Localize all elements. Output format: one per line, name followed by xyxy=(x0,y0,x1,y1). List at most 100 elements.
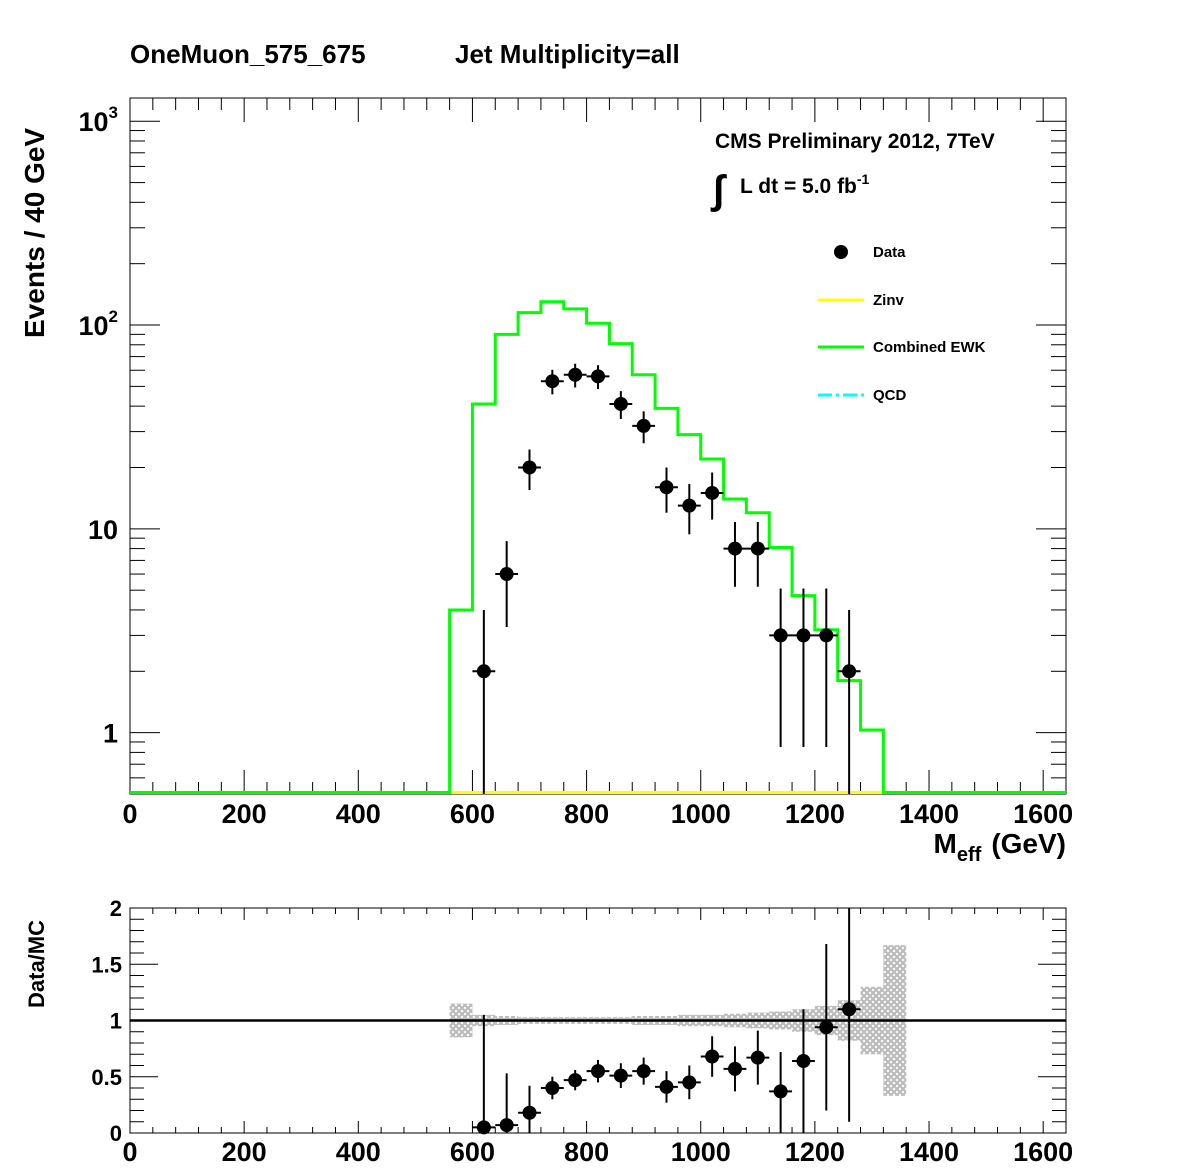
data-point xyxy=(792,588,815,748)
legend-label: QCD xyxy=(873,387,907,404)
ratio-x-tick-label: 1000 xyxy=(671,1137,731,1167)
data-point xyxy=(837,609,861,794)
y-tick-label: 102 xyxy=(78,307,118,341)
ewk-histogram xyxy=(130,300,1066,794)
ratio-marker xyxy=(499,1118,514,1133)
x-tick-label: 400 xyxy=(336,799,381,829)
lumi-text: L dt = 5.0 fb xyxy=(740,175,857,198)
ratio-point xyxy=(792,1009,815,1133)
data-point xyxy=(586,365,610,390)
ratio-point xyxy=(746,1030,770,1085)
x-tick-label: 1200 xyxy=(785,799,845,829)
data-points xyxy=(472,363,861,794)
main-axis-ticks xyxy=(129,98,1067,795)
ratio-point xyxy=(655,1071,678,1103)
data-point xyxy=(769,588,793,748)
ratio-plot-panel: 0 200 400 600 800 1000 1200 1400 1600 00.511.52 … xyxy=(24,896,1073,1167)
data-point xyxy=(655,467,678,513)
ratio-y-tick-labels: 0 0.5 1 1.5 2 xyxy=(91,896,122,1146)
ratio-y-tick-label: 0 xyxy=(110,1121,122,1146)
ratio-point xyxy=(609,1063,633,1088)
ratio-point xyxy=(723,1046,747,1092)
ratio-marker xyxy=(636,1064,651,1079)
ratio-marker xyxy=(705,1049,720,1064)
ratio-marker xyxy=(750,1050,765,1065)
ratio-x-tick-label: 1400 xyxy=(899,1137,959,1167)
data-point xyxy=(518,449,541,491)
data-marker xyxy=(591,369,605,384)
legend-entry: Combined EWK xyxy=(818,339,986,356)
ratio-point xyxy=(563,1070,587,1091)
data-point xyxy=(723,522,747,587)
data-marker xyxy=(522,460,537,475)
legend-data-marker xyxy=(834,245,848,259)
ratio-marker xyxy=(796,1054,811,1068)
y-tick-label-base: 10 xyxy=(78,311,108,341)
legend-label: Combined EWK xyxy=(873,339,986,356)
main-x-axis-label: Meff (GeV) xyxy=(934,828,1066,866)
ratio-marker xyxy=(727,1061,742,1076)
data-point xyxy=(700,472,724,520)
ratio-marker xyxy=(819,1020,834,1035)
legend-entry: Data xyxy=(834,244,906,261)
lumi-label: L dt = 5.0 fb-1 xyxy=(740,171,870,198)
ratio-marker xyxy=(522,1105,537,1120)
ratio-point xyxy=(586,1059,610,1083)
y-tick-label-exponent: 3 xyxy=(109,103,118,122)
data-marker xyxy=(796,628,811,643)
ratio-x-tick-label: 200 xyxy=(222,1137,267,1167)
data-marker xyxy=(750,541,765,556)
ratio-y-tick-label: 2 xyxy=(110,896,122,921)
ratio-marker xyxy=(613,1068,628,1083)
ratio-marker xyxy=(476,1120,491,1135)
x-axis-label-subscript: eff xyxy=(957,844,982,866)
data-point xyxy=(746,522,770,587)
data-point xyxy=(609,391,633,419)
data-marker xyxy=(545,374,560,389)
legend: Data Zinv Combined EWK QCD xyxy=(818,244,986,404)
main-plot-frame xyxy=(129,97,1067,795)
main-y-axis-label: Events / 40 GeV xyxy=(19,128,50,338)
data-marker xyxy=(682,498,697,513)
data-point xyxy=(632,411,656,444)
data-point xyxy=(540,369,564,395)
ratio-point xyxy=(814,944,838,1111)
data-point xyxy=(495,541,519,627)
ratio-point xyxy=(518,1085,541,1133)
ratio-x-tick-labels: 0 200 400 600 800 1000 1200 1400 1600 xyxy=(122,1137,1073,1167)
lumi-integral-sign: ∫ xyxy=(710,168,727,212)
ratio-x-tick-label: 800 xyxy=(564,1137,609,1167)
ratio-point xyxy=(677,1065,701,1100)
legend-label: Zinv xyxy=(873,292,904,309)
ratio-axis-ticks xyxy=(129,907,1067,1134)
ratio-y-tick-label: 1.5 xyxy=(91,952,122,977)
legend-entry: Zinv xyxy=(818,292,904,309)
x-axis-label-unit: (GeV) xyxy=(991,828,1066,859)
chart-subtitle: Jet Multiplicity=all xyxy=(455,39,680,69)
legend-entry: QCD xyxy=(818,387,907,404)
ratio-point xyxy=(700,1036,724,1077)
data-marker xyxy=(773,628,788,643)
ratio-marker xyxy=(682,1075,697,1090)
cms-label: CMS Preliminary 2012, 7TeV xyxy=(715,130,995,153)
ratio-marker xyxy=(568,1073,583,1088)
data-marker xyxy=(819,628,834,643)
data-point xyxy=(677,483,701,535)
data-marker xyxy=(636,418,651,433)
data-point xyxy=(472,609,496,794)
data-marker xyxy=(476,664,491,679)
data-marker xyxy=(727,541,742,556)
ratio-marker xyxy=(659,1079,674,1094)
data-marker xyxy=(705,485,720,500)
ratio-marker xyxy=(842,1002,857,1017)
ratio-x-tick-label: 1600 xyxy=(1013,1137,1073,1167)
data-point xyxy=(563,363,587,388)
data-marker xyxy=(568,367,583,382)
x-tick-label: 200 xyxy=(222,799,267,829)
legend-label: Data xyxy=(873,244,906,261)
ratio-point xyxy=(472,1014,496,1135)
data-point xyxy=(814,588,838,748)
x-tick-label: 0 xyxy=(122,799,137,829)
